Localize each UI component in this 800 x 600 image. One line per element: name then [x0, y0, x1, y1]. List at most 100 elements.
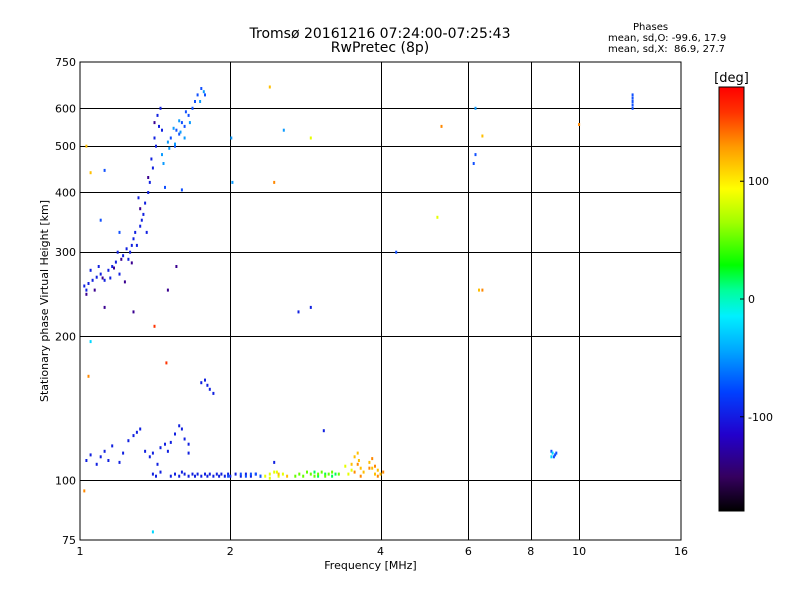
data-point	[220, 472, 223, 476]
data-point	[376, 468, 379, 472]
data-point	[118, 230, 121, 234]
data-point	[111, 444, 114, 448]
y-tick-label: 500	[55, 140, 76, 153]
phases-heading: Phases	[633, 22, 669, 33]
data-point	[164, 185, 166, 189]
data-point	[158, 124, 160, 128]
data-point	[120, 257, 123, 261]
data-point	[184, 110, 187, 114]
data-point	[309, 305, 312, 309]
data-point	[95, 462, 98, 466]
x-tick-label: 6	[465, 545, 472, 558]
data-point	[180, 188, 183, 192]
data-point	[107, 459, 110, 462]
data-point	[83, 284, 86, 288]
data-point	[356, 451, 359, 455]
data-point	[142, 212, 145, 216]
data-point	[99, 455, 102, 459]
data-point	[350, 462, 353, 466]
data-point	[148, 455, 151, 459]
data-point	[172, 126, 175, 130]
data-point	[107, 268, 110, 272]
data-point	[155, 474, 157, 478]
data-point	[153, 121, 156, 125]
data-point	[178, 132, 181, 136]
data-point	[631, 103, 634, 107]
data-point	[103, 278, 106, 282]
data-point	[317, 474, 320, 478]
data-point	[239, 474, 242, 478]
data-point	[273, 460, 276, 464]
data-point	[382, 470, 385, 474]
data-point	[302, 474, 305, 478]
y-tick-label: 400	[55, 186, 76, 199]
data-point	[187, 113, 190, 117]
data-point	[153, 136, 156, 140]
data-point	[481, 288, 484, 292]
data-point	[281, 472, 284, 476]
data-point	[137, 196, 140, 200]
data-point	[169, 440, 172, 444]
data-point	[134, 230, 137, 234]
data-point	[368, 466, 371, 470]
data-point	[129, 250, 132, 254]
data-point	[159, 446, 162, 450]
data-point	[144, 449, 147, 453]
data-point	[313, 470, 316, 474]
data-point	[357, 459, 360, 462]
data-point	[91, 278, 94, 282]
data-point	[359, 466, 362, 470]
data-point	[183, 437, 186, 441]
data-point	[395, 250, 398, 254]
data-point	[555, 451, 558, 455]
data-point	[147, 191, 150, 194]
data-point	[174, 142, 176, 146]
data-point	[234, 472, 237, 476]
data-point	[208, 387, 211, 391]
data-point	[174, 144, 176, 148]
data-point	[631, 93, 634, 97]
data-point	[135, 430, 138, 434]
data-point	[227, 474, 230, 478]
data-point	[159, 470, 162, 474]
data-point	[353, 470, 356, 474]
data-point	[180, 121, 183, 125]
data-point	[168, 146, 171, 150]
data-point	[180, 427, 183, 431]
data-point	[244, 474, 247, 478]
data-point	[116, 250, 119, 254]
data-point	[122, 451, 125, 455]
data-point	[161, 153, 163, 157]
data-point	[578, 123, 581, 126]
data-point	[118, 460, 121, 464]
data-point	[212, 391, 215, 395]
data-point	[277, 474, 280, 478]
data-point	[132, 237, 135, 241]
x-tick-label: 2	[227, 545, 234, 558]
data-point	[231, 180, 234, 184]
x-axis-label: Frequency [MHz]	[324, 559, 416, 572]
data-point	[89, 340, 92, 344]
x-tick-label: 4	[377, 545, 384, 558]
data-point	[327, 472, 330, 476]
y-tick-label: 750	[55, 56, 76, 69]
data-point	[175, 265, 178, 268]
data-point	[83, 489, 86, 493]
data-point	[132, 434, 135, 438]
data-point	[113, 266, 115, 270]
data-point	[317, 472, 320, 476]
data-point	[191, 472, 194, 476]
data-point	[478, 288, 480, 292]
data-point	[199, 100, 202, 103]
data-point	[353, 455, 356, 459]
data-point	[631, 96, 634, 100]
data-point	[156, 462, 159, 466]
data-point	[206, 383, 209, 387]
data-point	[188, 121, 191, 125]
data-point	[89, 453, 92, 457]
data-point	[322, 429, 325, 433]
data-point	[249, 474, 252, 478]
data-point	[85, 144, 88, 148]
data-point	[554, 453, 557, 457]
data-point	[125, 247, 128, 251]
